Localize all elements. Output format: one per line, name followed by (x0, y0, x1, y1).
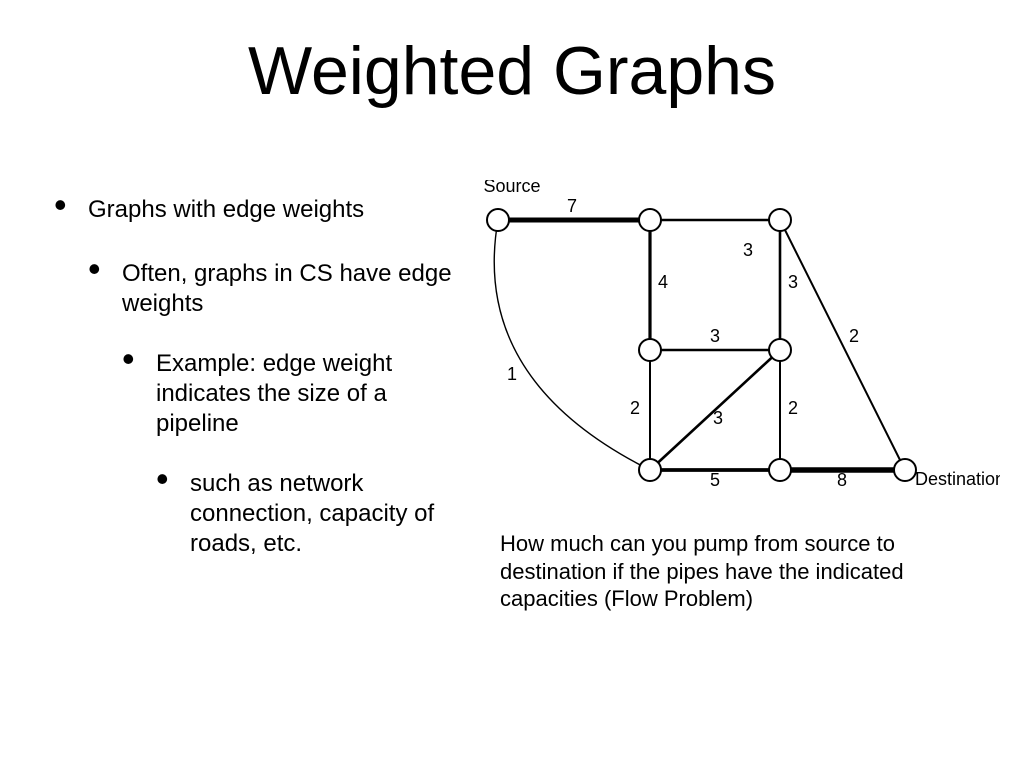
bullet-dot-icon: • (88, 251, 101, 287)
edge-weight-label: 3 (710, 326, 720, 346)
diagram-caption: How much can you pump from source to des… (500, 530, 970, 613)
graph-node (894, 459, 916, 481)
bullet-dot-icon: • (54, 187, 67, 223)
graph-node (639, 339, 661, 361)
bullet-dot-icon: • (156, 461, 169, 497)
graph-node (769, 209, 791, 231)
bullet-text: such as network connection, capacity of … (190, 470, 434, 557)
page-title: Weighted Graphs (0, 32, 1024, 110)
bullet-text: Graphs with edge weights (88, 196, 364, 223)
edge-weight-label: 2 (788, 398, 798, 418)
edge-weight-label: 3 (713, 408, 723, 428)
edge-weight-label: 3 (743, 240, 753, 260)
graph-node (639, 209, 661, 231)
destination-label: Destination (915, 469, 1000, 489)
bullet-level-1: • Graphs with edge weights (54, 195, 474, 225)
edge-weight-label: 1 (507, 364, 517, 384)
graph-node (487, 209, 509, 231)
edge-weight-label: 2 (849, 326, 859, 346)
graph-node (769, 459, 791, 481)
source-label: Source (483, 180, 540, 196)
graph-edge (780, 220, 905, 470)
bullet-list: • Graphs with edge weights • Often, grap… (54, 195, 474, 559)
graph-node (639, 459, 661, 481)
edge-weight-label: 7 (567, 196, 577, 216)
graph-edge-curved (494, 220, 650, 470)
edge-weight-label: 8 (837, 470, 847, 490)
graph-node (769, 339, 791, 361)
edge-weight-label: 2 (630, 398, 640, 418)
bullet-level-4: • such as network connection, capacity o… (156, 469, 474, 559)
bullet-text: Example: edge weight indicates the size … (156, 350, 392, 437)
edge-weight-label: 3 (788, 272, 798, 292)
bullet-dot-icon: • (122, 341, 135, 377)
edge-weight-label: 4 (658, 272, 668, 292)
weighted-graph-diagram: 7 4 3 3 3 2 2 2 5 3 8 1 Source Destination (460, 180, 1000, 510)
bullet-level-2: • Often, graphs in CS have edge weights (88, 259, 474, 319)
bullet-text: Often, graphs in CS have edge weights (122, 260, 452, 317)
bullet-level-3: • Example: edge weight indicates the siz… (122, 349, 474, 439)
edge-weight-label: 5 (710, 470, 720, 490)
